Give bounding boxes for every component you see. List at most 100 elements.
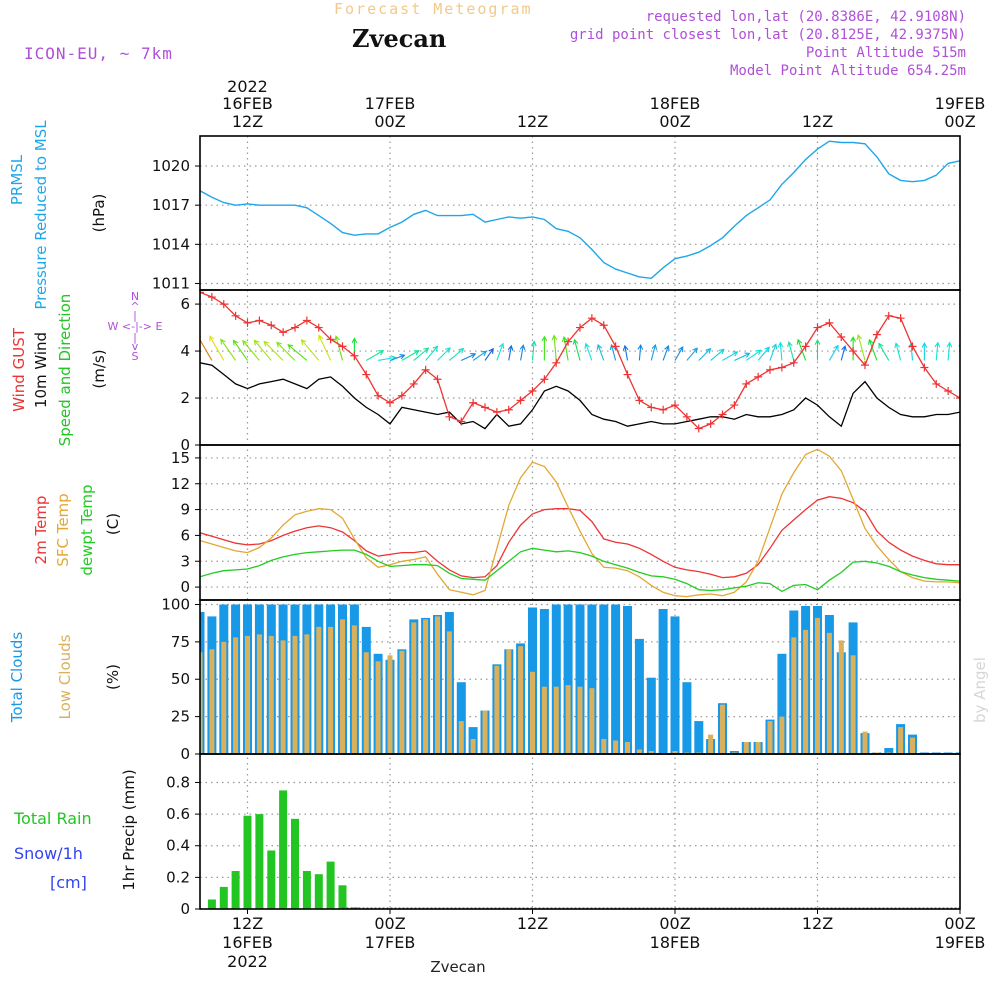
wind-gust-marker — [896, 314, 905, 323]
low-cloud-bar — [636, 749, 642, 754]
wind-arrow-head — [796, 338, 803, 345]
wind-gust-marker — [564, 337, 573, 346]
wind-gust-marker — [861, 361, 869, 370]
low-cloud-bar — [245, 635, 250, 754]
wind-gust-marker — [445, 412, 454, 421]
wind-arrow — [531, 341, 535, 361]
wind-arrow-head — [970, 342, 975, 346]
wind-gust-marker — [956, 394, 960, 403]
wind-gust-marker — [968, 396, 976, 404]
wind-arrow — [674, 346, 684, 361]
wind-arrow — [788, 341, 795, 361]
wind-gust-marker — [409, 379, 418, 388]
wind-gust-marker — [825, 318, 834, 327]
wind-arrow — [624, 345, 629, 361]
wind-arrow-head — [718, 348, 725, 355]
total-cloud-bar — [777, 653, 787, 754]
total-cloud-bar — [575, 604, 585, 754]
low-cloud-bar — [791, 637, 797, 754]
wind-arrow — [496, 343, 504, 361]
wind-gust-marker — [338, 342, 347, 351]
top-day-label: 16FEB — [222, 94, 273, 113]
wind-arrow — [276, 341, 296, 361]
wind-arrow — [263, 341, 284, 361]
wind-arrow — [461, 353, 476, 361]
wind-arrow — [857, 335, 866, 361]
top-time-label: 12Z — [232, 112, 263, 131]
wind-gust-marker — [504, 405, 513, 414]
wind-arrow-head — [519, 344, 526, 351]
wind-gust-marker — [350, 351, 359, 360]
wind-arrow-head — [678, 346, 684, 353]
wind-arrow-head — [232, 339, 239, 346]
compass-east-west: W <-|-> E — [108, 320, 163, 333]
wind-arrow — [597, 344, 605, 361]
y-tick-label: 6 — [180, 295, 190, 313]
wind-gust-marker — [992, 387, 1000, 395]
top-day-label: 19FEB — [935, 94, 986, 113]
y-tick-label: 6 — [180, 526, 190, 544]
total-cloud-bar — [634, 638, 644, 754]
bottom-day-label: 17FEB — [365, 933, 416, 952]
total-cloud-bar — [694, 721, 704, 754]
rain-bar — [243, 815, 252, 909]
low-cloud-bar — [898, 727, 904, 754]
precip-axis-label: 1hr Precip (mm) — [120, 769, 138, 890]
compass-north: N — [131, 290, 139, 303]
total-cloud-bar — [563, 604, 573, 754]
wind-arrow — [242, 340, 260, 361]
wind-arrow — [698, 348, 711, 361]
wind-arrow-head — [744, 352, 751, 358]
temp-dewpoint-line — [200, 547, 960, 593]
wind-arrow-head — [253, 339, 260, 346]
low-cloud-bar — [411, 622, 417, 754]
low-cloud-bar — [351, 625, 357, 754]
low-cloud-bar — [708, 734, 714, 754]
wind-arrow-head — [488, 347, 494, 354]
wind-gust-marker — [433, 375, 442, 384]
total-clouds-label: Total Clouds — [8, 632, 26, 724]
clouds-unit: (%) — [104, 664, 122, 690]
compass-upper-bar: | — [133, 309, 137, 322]
wind-arrow-head — [470, 353, 477, 359]
y-tick-label: 1020 — [152, 157, 190, 175]
bottom-time-label: 12Z — [232, 914, 263, 933]
low-cloud-bar — [268, 635, 274, 754]
wind-arrow-head — [921, 342, 928, 348]
wind-arrow-head — [609, 343, 616, 351]
wind-gust-marker — [362, 370, 371, 379]
low-cloud-bar — [446, 631, 452, 754]
wind-arrow — [722, 351, 738, 361]
y-tick-label: 1017 — [152, 196, 190, 214]
wind-arrow-head — [276, 341, 282, 348]
wind-arrow — [508, 345, 512, 361]
wind-arrow — [840, 346, 846, 361]
rain-bar — [267, 850, 276, 909]
wind-arrow-head — [841, 345, 847, 352]
wind-gust-marker — [200, 288, 204, 297]
wind-arrow-head — [220, 338, 226, 345]
wind-gust-marker — [492, 408, 501, 417]
rain-bar — [279, 790, 288, 909]
model-label: ICON-EU, ~ 7km — [24, 44, 173, 63]
wind-arrow-head — [378, 350, 385, 356]
low-cloud-bar — [458, 721, 464, 754]
low-clouds-label: Low Clouds — [56, 634, 74, 719]
wind-gust-marker — [647, 403, 656, 412]
wind-arrow — [437, 347, 451, 361]
wind-arrow — [301, 339, 320, 361]
low-cloud-bar — [672, 751, 678, 754]
wind-arrow — [573, 339, 581, 361]
wind-arrow-head — [833, 344, 839, 351]
top-year-label: 2022 — [227, 77, 268, 96]
wind-arrow — [413, 347, 429, 361]
compass-lower-bar: | — [133, 331, 137, 344]
point-altitude: Point Altitude 515m — [805, 45, 966, 61]
total-rain-label: Total Rain — [13, 809, 92, 828]
total-cloud-bar — [967, 751, 976, 754]
wind-arrow — [610, 344, 617, 361]
wind-gust-marker — [528, 386, 537, 395]
wind-gust-marker — [267, 321, 276, 330]
wind-gust-marker — [932, 379, 941, 388]
total-cloud-bar — [599, 604, 609, 754]
